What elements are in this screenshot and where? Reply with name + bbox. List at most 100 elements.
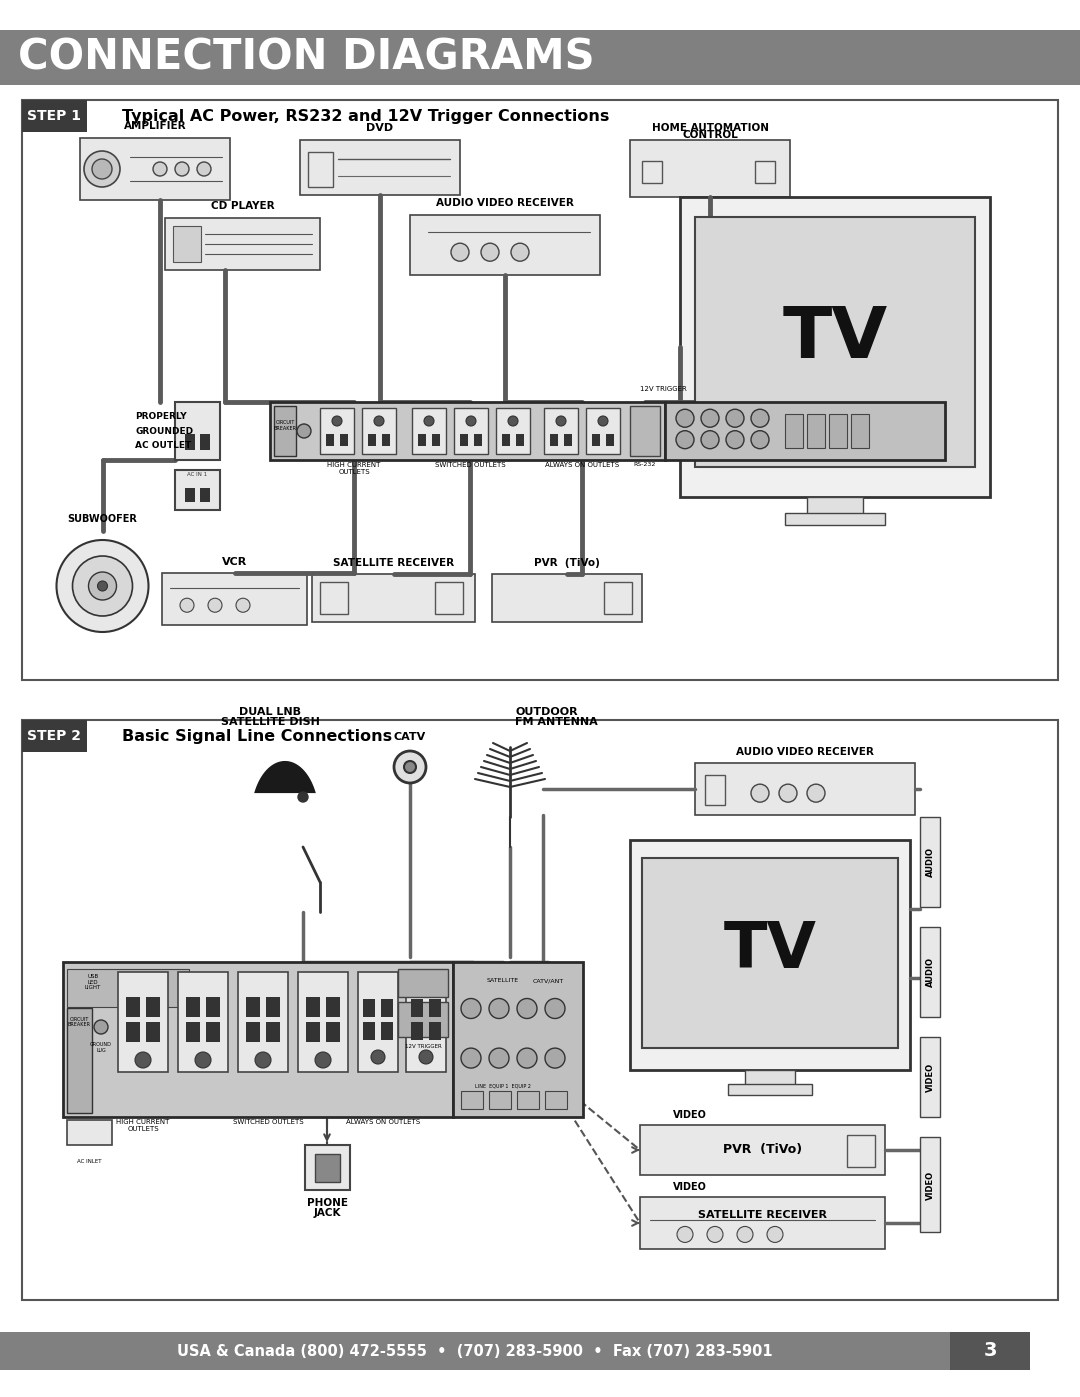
Text: CATV/ANT: CATV/ANT <box>532 978 564 983</box>
Text: Typical AC Power, RS232 and 12V Trigger Connections: Typical AC Power, RS232 and 12V Trigger … <box>122 109 609 123</box>
Bar <box>829 414 847 448</box>
Text: PROPERLY: PROPERLY <box>135 412 187 420</box>
Bar <box>312 574 475 622</box>
Text: SATELLITE DISH: SATELLITE DISH <box>220 717 320 726</box>
Bar <box>186 1023 200 1042</box>
Text: CONTROL: CONTROL <box>683 130 738 140</box>
Bar <box>728 1084 812 1095</box>
Bar <box>410 215 600 275</box>
Text: RS-232: RS-232 <box>634 462 657 467</box>
Text: VIDEO: VIDEO <box>926 1171 934 1200</box>
Text: SATELLITE RECEIVER: SATELLITE RECEIVER <box>333 557 454 569</box>
Text: SATELLITE RECEIVER: SATELLITE RECEIVER <box>698 1210 827 1220</box>
Bar <box>517 1091 539 1109</box>
Circle shape <box>556 416 566 426</box>
Circle shape <box>315 1052 330 1067</box>
Circle shape <box>451 243 469 261</box>
Text: AUDIO VIDEO RECEIVER: AUDIO VIDEO RECEIVER <box>737 747 874 757</box>
Circle shape <box>97 581 108 591</box>
Circle shape <box>208 598 222 612</box>
Bar <box>435 583 463 615</box>
Circle shape <box>517 999 537 1018</box>
Bar <box>363 1023 375 1039</box>
Text: GROUNDED: GROUNDED <box>135 426 193 436</box>
Text: STEP 1: STEP 1 <box>27 109 81 123</box>
Bar <box>851 414 869 448</box>
Circle shape <box>517 1048 537 1069</box>
Circle shape <box>465 416 476 426</box>
Text: AC IN 1: AC IN 1 <box>187 472 207 478</box>
Bar <box>418 434 426 446</box>
Bar <box>642 858 897 1048</box>
Text: JACK: JACK <box>313 1208 341 1218</box>
Bar <box>266 997 280 1017</box>
Bar <box>847 1134 875 1166</box>
Bar <box>357 972 399 1071</box>
Circle shape <box>726 430 744 448</box>
Text: CIRCUIT: CIRCUIT <box>275 420 295 426</box>
Circle shape <box>701 409 719 427</box>
Bar <box>461 1091 483 1109</box>
Bar <box>186 997 200 1017</box>
Circle shape <box>372 1051 384 1065</box>
Bar <box>206 997 220 1017</box>
Text: STEP 2: STEP 2 <box>27 729 81 743</box>
Bar <box>67 1009 92 1113</box>
Bar <box>785 513 885 525</box>
Text: ALWAYS ON OUTLETS: ALWAYS ON OUTLETS <box>346 1119 420 1125</box>
Circle shape <box>332 416 342 426</box>
Text: AUDIO: AUDIO <box>926 847 934 877</box>
Bar <box>460 434 468 446</box>
Bar <box>411 408 446 454</box>
Circle shape <box>807 784 825 802</box>
Circle shape <box>676 430 694 448</box>
Text: VIDEO: VIDEO <box>926 1063 934 1091</box>
Bar <box>592 434 600 446</box>
Bar <box>406 972 446 1071</box>
Bar <box>785 414 804 448</box>
Bar <box>270 402 665 460</box>
Circle shape <box>751 430 769 448</box>
Bar <box>185 434 195 450</box>
Bar <box>382 434 390 446</box>
Bar <box>807 414 825 448</box>
Circle shape <box>56 541 149 631</box>
Bar <box>544 408 578 454</box>
Bar <box>175 469 220 510</box>
Bar <box>453 963 583 1118</box>
Circle shape <box>180 598 194 612</box>
Bar <box>705 775 725 805</box>
Circle shape <box>298 792 308 802</box>
Bar <box>399 970 448 997</box>
Bar <box>640 1197 885 1249</box>
Bar <box>665 402 945 460</box>
Bar <box>502 434 510 446</box>
Circle shape <box>767 1227 783 1242</box>
Text: HIGH CURRENT
OUTLETS: HIGH CURRENT OUTLETS <box>117 1119 170 1132</box>
Circle shape <box>481 243 499 261</box>
Circle shape <box>255 1052 271 1067</box>
Bar <box>22 719 1058 1301</box>
Text: 12V TRIGGER: 12V TRIGGER <box>640 386 687 393</box>
Text: DUAL LNB: DUAL LNB <box>239 707 301 717</box>
Bar <box>564 434 572 446</box>
Bar <box>63 963 453 1118</box>
Bar <box>550 434 558 446</box>
Bar <box>640 1125 885 1175</box>
Bar <box>126 1023 140 1042</box>
Bar <box>306 1023 320 1042</box>
Bar <box>696 217 975 467</box>
Bar <box>320 408 354 454</box>
Bar <box>67 970 189 1007</box>
Bar <box>642 161 662 183</box>
Text: USA & Canada (800) 472-5555  •  (707) 283-5900  •  Fax (707) 283-5901: USA & Canada (800) 472-5555 • (707) 283-… <box>177 1344 773 1358</box>
Bar <box>545 1091 567 1109</box>
Bar <box>630 140 789 197</box>
Bar <box>300 140 460 196</box>
Circle shape <box>598 416 608 426</box>
Bar <box>146 1023 160 1042</box>
Text: PVR  (TiVo): PVR (TiVo) <box>723 1144 802 1157</box>
Circle shape <box>751 784 769 802</box>
Circle shape <box>511 243 529 261</box>
Circle shape <box>461 999 481 1018</box>
